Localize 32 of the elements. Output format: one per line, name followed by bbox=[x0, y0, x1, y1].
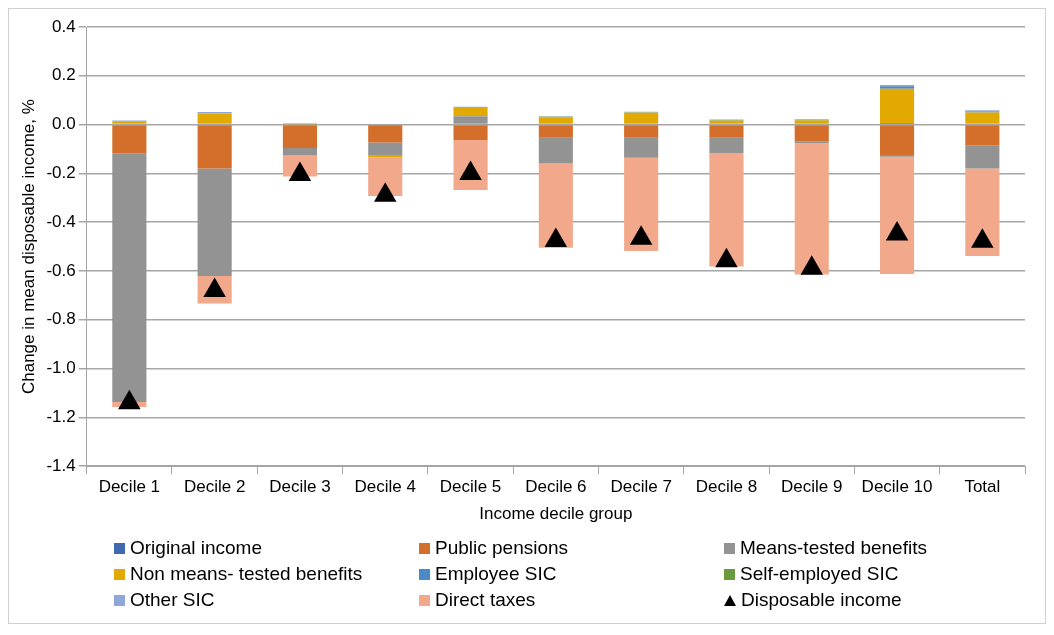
y-tick-label: 0.0 bbox=[52, 114, 76, 134]
legend-label: Non means- tested benefits bbox=[130, 562, 363, 586]
x-tick-label: Decile 5 bbox=[439, 477, 502, 497]
legend-label: Original income bbox=[130, 536, 262, 560]
legend-label: Means-tested benefits bbox=[740, 536, 927, 560]
x-axis-title: Income decile group bbox=[479, 504, 633, 524]
y-tick-label: -1.0 bbox=[46, 358, 76, 378]
y-axis-title: Change in mean disposable income, % bbox=[18, 99, 38, 395]
y-tick-label: 0.4 bbox=[52, 16, 76, 36]
y-tick-label: -0.4 bbox=[46, 211, 76, 231]
y-tick-label: -0.6 bbox=[46, 260, 76, 280]
x-tick-label: Decile 6 bbox=[525, 477, 587, 497]
legend-label: Other SIC bbox=[130, 588, 215, 612]
y-tick-label: 0.2 bbox=[52, 65, 76, 85]
y-tick-label: -0.8 bbox=[46, 309, 76, 329]
y-tick-label: -1.2 bbox=[46, 407, 76, 427]
y-tick-label: -1.4 bbox=[46, 455, 76, 475]
y-tick-label: -0.2 bbox=[46, 163, 76, 183]
x-tick-label: Decile 2 bbox=[183, 477, 246, 497]
x-tick-label: Decile 8 bbox=[695, 477, 758, 497]
x-tick-label: Decile 1 bbox=[98, 477, 161, 497]
legend-label: Employee SIC bbox=[435, 562, 557, 586]
legend-label: Public pensions bbox=[435, 536, 569, 560]
x-tick-label: Decile 9 bbox=[781, 477, 843, 497]
legend-label: Direct taxes bbox=[435, 588, 536, 612]
x-tick-label: Decile 7 bbox=[610, 477, 672, 497]
x-tick-label: Total bbox=[964, 477, 1001, 497]
legend-label: Disposable income bbox=[741, 588, 902, 612]
legend-label: Self-employed SIC bbox=[740, 562, 899, 586]
x-tick-label: Decile 10 bbox=[861, 477, 933, 497]
x-tick-label: Decile 3 bbox=[269, 477, 331, 497]
x-tick-label: Decile 4 bbox=[354, 477, 416, 497]
